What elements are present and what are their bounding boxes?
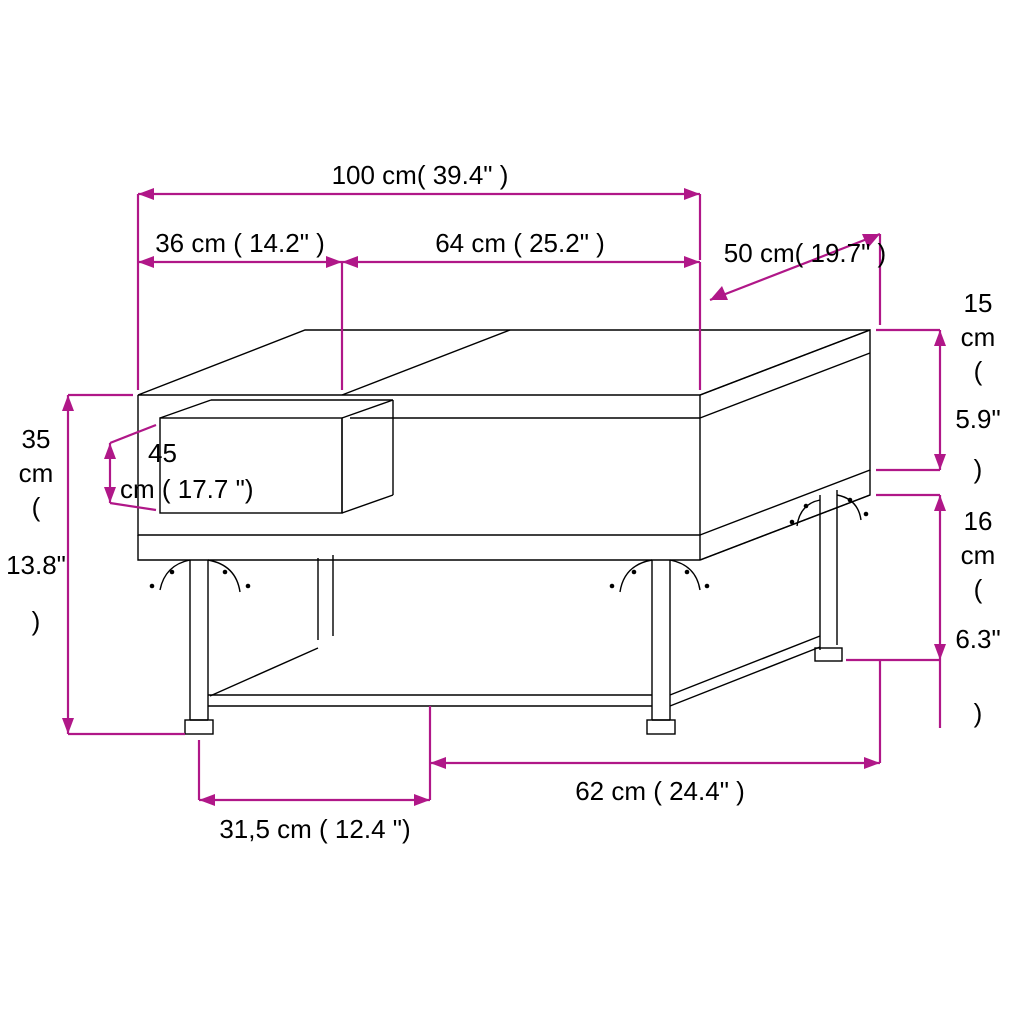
svg-text:13.8": 13.8" <box>6 550 66 580</box>
dim-left-section: 36 cm ( 14.2" ) <box>138 228 342 390</box>
dim-leg-right: 62 cm ( 24.4" ) <box>430 660 880 806</box>
dim-leg-right-label: 62 cm ( 24.4" ) <box>575 776 745 806</box>
svg-text:): ) <box>974 454 983 484</box>
svg-text:35: 35 <box>22 424 51 454</box>
dim-depth-label: 50 cm( 19.7" ) <box>724 238 886 268</box>
svg-text:): ) <box>974 698 983 728</box>
dim-left-section-label: 36 cm ( 14.2" ) <box>155 228 325 258</box>
svg-text:(: ( <box>974 574 983 604</box>
dim-right-section-label: 64 cm ( 25.2" ) <box>435 228 605 258</box>
dim-leg-left: 31,5 cm ( 12.4 ") <box>199 706 430 844</box>
dim-right-section: 64 cm ( 25.2" ) <box>342 228 700 390</box>
svg-text:5.9": 5.9" <box>955 404 1000 434</box>
svg-text:16: 16 <box>964 506 993 536</box>
table-drawing <box>138 330 870 734</box>
svg-text:(: ( <box>32 492 41 522</box>
dim-leg-left-label: 31,5 cm ( 12.4 ") <box>219 814 410 844</box>
dim-depth: 50 cm( 19.7" ) <box>710 234 886 325</box>
dim-total-width-label: 100 cm( 39.4" ) <box>332 160 509 190</box>
dim-top-height: 15 cm ( 5.9" ) <box>876 288 1001 484</box>
svg-text:cm: cm <box>961 540 996 570</box>
dim-leg-height: 16 cm ( 6.3" ) <box>846 495 1001 728</box>
dim-shelf-depth: 45 cm ( 17.7 ") <box>104 425 253 510</box>
svg-text:(: ( <box>974 356 983 386</box>
svg-text:45: 45 <box>148 438 177 468</box>
svg-text:cm ( 17.7 "): cm ( 17.7 ") <box>120 474 253 504</box>
svg-text:15: 15 <box>964 288 993 318</box>
svg-text:): ) <box>32 606 41 636</box>
svg-text:cm: cm <box>19 458 54 488</box>
svg-text:6.3": 6.3" <box>955 624 1000 654</box>
svg-text:cm: cm <box>961 322 996 352</box>
dim-total-width: 100 cm( 39.4" ) <box>138 160 700 390</box>
